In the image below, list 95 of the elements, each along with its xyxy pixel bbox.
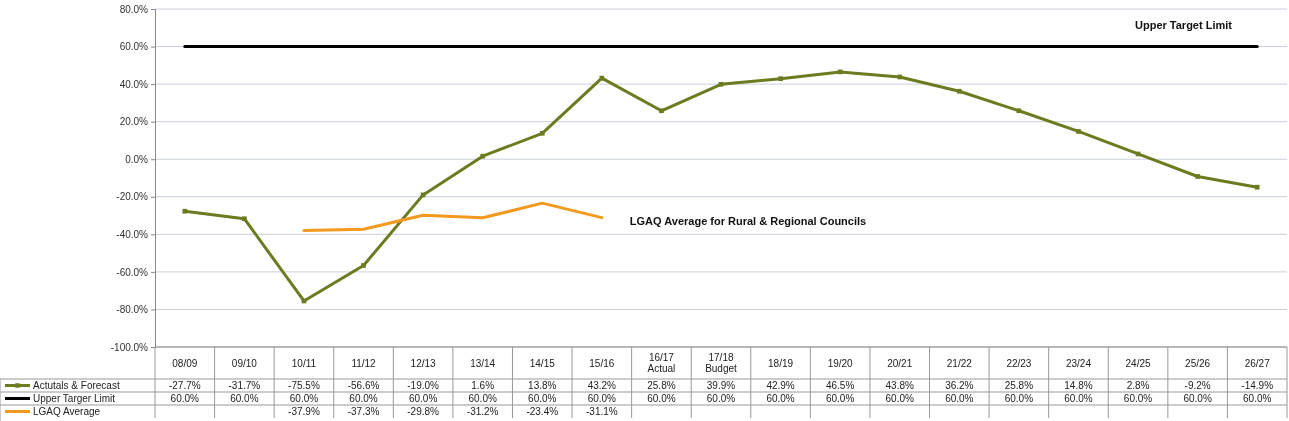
legend-label: Actutals & Forecast — [33, 379, 120, 391]
data-label: 14.8% — [1064, 380, 1093, 391]
x-tick-label: 14/15 — [529, 358, 556, 369]
data-label: 60.0% — [1004, 393, 1034, 404]
point — [361, 263, 366, 268]
x-tick-label: 19/20 — [827, 358, 854, 369]
data-label: 1.6% — [471, 380, 495, 391]
data-label: 60.0% — [230, 393, 259, 404]
data-label: 13.8% — [528, 380, 557, 391]
annotation: Upper Target Limit — [1135, 19, 1233, 31]
y-tick-label: -100.0% — [110, 341, 149, 353]
data-label: 60.0% — [706, 393, 736, 404]
point — [1254, 184, 1260, 190]
x-tick-label: 23/24 — [1065, 358, 1092, 369]
x-tick-label: 10/11 — [291, 358, 317, 369]
data-label: 60.0% — [587, 393, 617, 404]
data-label: -9.2% — [1184, 380, 1211, 391]
x-tick-label: 13/14 — [470, 358, 496, 369]
y-tick-label: -80.0% — [116, 304, 149, 316]
x-tick-label: 17/18 Budget — [705, 352, 738, 374]
point — [956, 88, 962, 94]
x-tick-label: 15/16 — [589, 358, 615, 369]
legend-label: LGAQ Average — [33, 405, 101, 417]
point — [599, 75, 605, 81]
y-tick-label: 40.0% — [119, 78, 149, 90]
data-label: 60.0% — [647, 393, 676, 404]
point — [1016, 108, 1022, 114]
data-label: -37.3% — [347, 406, 380, 417]
point — [1076, 129, 1081, 134]
x-tick-label: 11/12 — [351, 358, 377, 369]
annotation: LGAQ Average for Rural & Regional Councils — [629, 215, 867, 228]
y-tick-label: -40.0% — [116, 229, 149, 241]
data-label: 60.0% — [170, 393, 200, 404]
data-label: -56.6% — [347, 380, 380, 391]
data-label: 60.0% — [289, 393, 319, 404]
x-tick-label: 25/26 — [1185, 358, 1211, 369]
data-label: 36.2% — [945, 380, 974, 391]
point — [480, 153, 486, 159]
legend-label: Upper Targer Limit — [33, 392, 116, 404]
point — [182, 208, 188, 214]
data-label: -27.7% — [168, 380, 201, 391]
x-tick-label: 21/22 — [946, 358, 973, 369]
data-label: 46.5% — [825, 380, 855, 391]
point — [718, 81, 724, 87]
data-label: 2.8% — [1126, 380, 1150, 391]
data-label: -23.4% — [526, 406, 559, 417]
x-tick-label: 18/19 — [768, 358, 794, 369]
data-label: 60.0% — [1243, 393, 1272, 404]
point — [539, 130, 545, 136]
x-tick-label: 08/09 — [172, 358, 198, 369]
x-tick-label: 09/10 — [231, 358, 258, 369]
x-tick-label: 16/17 Actual — [647, 352, 676, 374]
data-label: -31.2% — [466, 406, 499, 417]
data-label: 42.9% — [766, 380, 795, 391]
point — [897, 74, 903, 80]
data-label: 60.0% — [408, 393, 438, 404]
x-tick-label: 26/27 — [1244, 358, 1271, 369]
data-label: 60.0% — [1183, 393, 1212, 404]
data-label: 39.9% — [706, 380, 736, 391]
data-label: 60.0% — [766, 393, 795, 404]
x-tick-label: 20/21 — [887, 358, 913, 369]
data-label: 60.0% — [468, 393, 497, 404]
data-label: 60.0% — [885, 393, 915, 404]
data-label: -14.9% — [1241, 380, 1274, 391]
y-tick-label: 60.0% — [119, 41, 149, 53]
data-label: -31.7% — [228, 380, 261, 391]
point — [837, 69, 843, 75]
data-label: 60.0% — [1123, 393, 1153, 404]
point — [242, 216, 247, 222]
point — [1195, 174, 1200, 179]
y-tick-label: -20.0% — [116, 191, 149, 203]
data-label: 43.2% — [587, 380, 617, 391]
data-label: 43.8% — [885, 380, 915, 391]
data-label: 60.0% — [1064, 393, 1093, 404]
x-tick-label: 24/25 — [1125, 358, 1151, 369]
data-label: 25.8% — [647, 380, 676, 391]
x-tick-label: 22/23 — [1006, 358, 1032, 369]
y-tick-label: 20.0% — [119, 116, 149, 128]
data-label: -75.5% — [288, 380, 320, 391]
point — [778, 76, 783, 82]
y-tick-label: -60.0% — [116, 266, 149, 278]
y-tick-label: 80.0% — [119, 3, 149, 15]
point — [659, 108, 664, 114]
data-label: -37.9% — [288, 406, 320, 417]
data-label: -29.8% — [407, 406, 440, 417]
line-series — [302, 201, 604, 232]
data-label: 25.8% — [1004, 380, 1034, 391]
data-label: 60.0% — [825, 393, 855, 404]
data-label: 60.0% — [945, 393, 974, 404]
y-tick-label: 0.0% — [125, 153, 149, 165]
data-label: -19.0% — [407, 380, 440, 391]
data-label: -31.1% — [586, 406, 618, 417]
data-label: 60.0% — [349, 393, 378, 404]
x-tick-label: 12/13 — [410, 358, 437, 369]
data-label: 60.0% — [528, 393, 557, 404]
